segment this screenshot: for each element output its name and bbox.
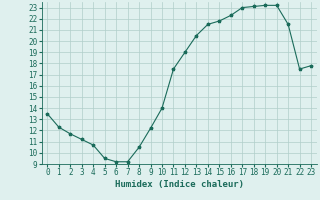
X-axis label: Humidex (Indice chaleur): Humidex (Indice chaleur) — [115, 180, 244, 189]
